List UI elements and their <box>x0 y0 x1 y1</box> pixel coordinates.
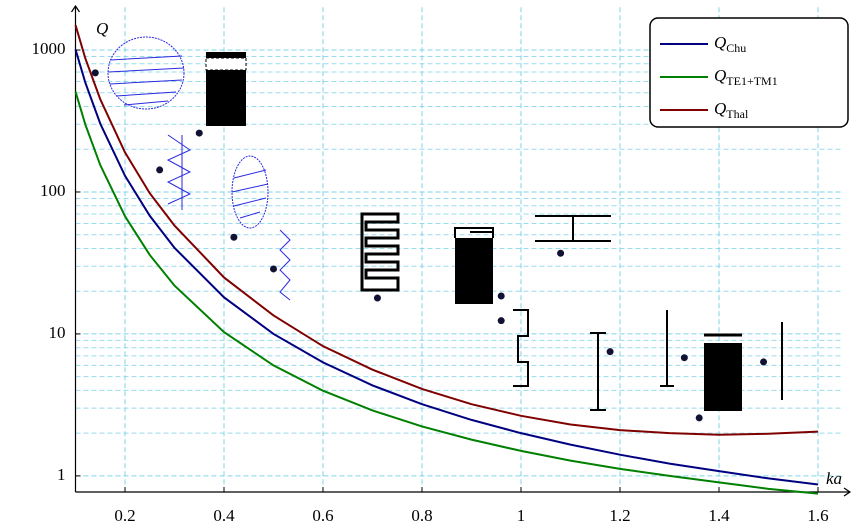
data-point <box>557 249 565 257</box>
legend-box <box>649 17 849 128</box>
x-tick-label: 1.2 <box>609 506 630 525</box>
data-point <box>91 69 99 77</box>
data-point <box>230 233 238 241</box>
data-point <box>497 292 505 300</box>
data-point <box>195 129 203 137</box>
data-point <box>373 294 381 302</box>
antenna-icons <box>107 36 783 411</box>
data-point <box>270 265 277 273</box>
data-point <box>695 414 703 422</box>
series-line <box>74 24 819 436</box>
x-axis-label: ka <box>826 469 842 488</box>
series-line <box>74 49 819 486</box>
series-line <box>74 91 819 495</box>
y-tick-label: 100 <box>40 181 66 200</box>
legend: QChu QTE1+TM1 QThal <box>649 17 849 128</box>
legend-label: QThal <box>714 99 749 121</box>
x-tick-label: 0.2 <box>114 506 135 525</box>
x-tick-label: 0.6 <box>312 506 333 525</box>
y-tick-label: 1000 <box>32 39 66 58</box>
y-axis <box>71 4 80 492</box>
data-point <box>606 348 614 356</box>
y-axis-label: Q <box>96 19 108 38</box>
x-axis <box>75 487 852 497</box>
legend-label: QChu <box>714 33 746 55</box>
legend-label: QTE1+TM1 <box>714 66 778 88</box>
x-tick-label: 0.8 <box>411 506 432 525</box>
data-point <box>680 354 688 362</box>
data-point <box>497 317 505 325</box>
x-tick-label: 1 <box>517 506 526 525</box>
y-tick-label: 10 <box>49 323 66 342</box>
data-point <box>760 358 768 366</box>
x-tick-label: 1.4 <box>708 506 730 525</box>
data-point <box>156 166 164 174</box>
y-tick-label: 1 <box>57 465 66 484</box>
x-tick-label: 1.6 <box>807 506 828 525</box>
x-tick-label: 0.4 <box>213 506 235 525</box>
